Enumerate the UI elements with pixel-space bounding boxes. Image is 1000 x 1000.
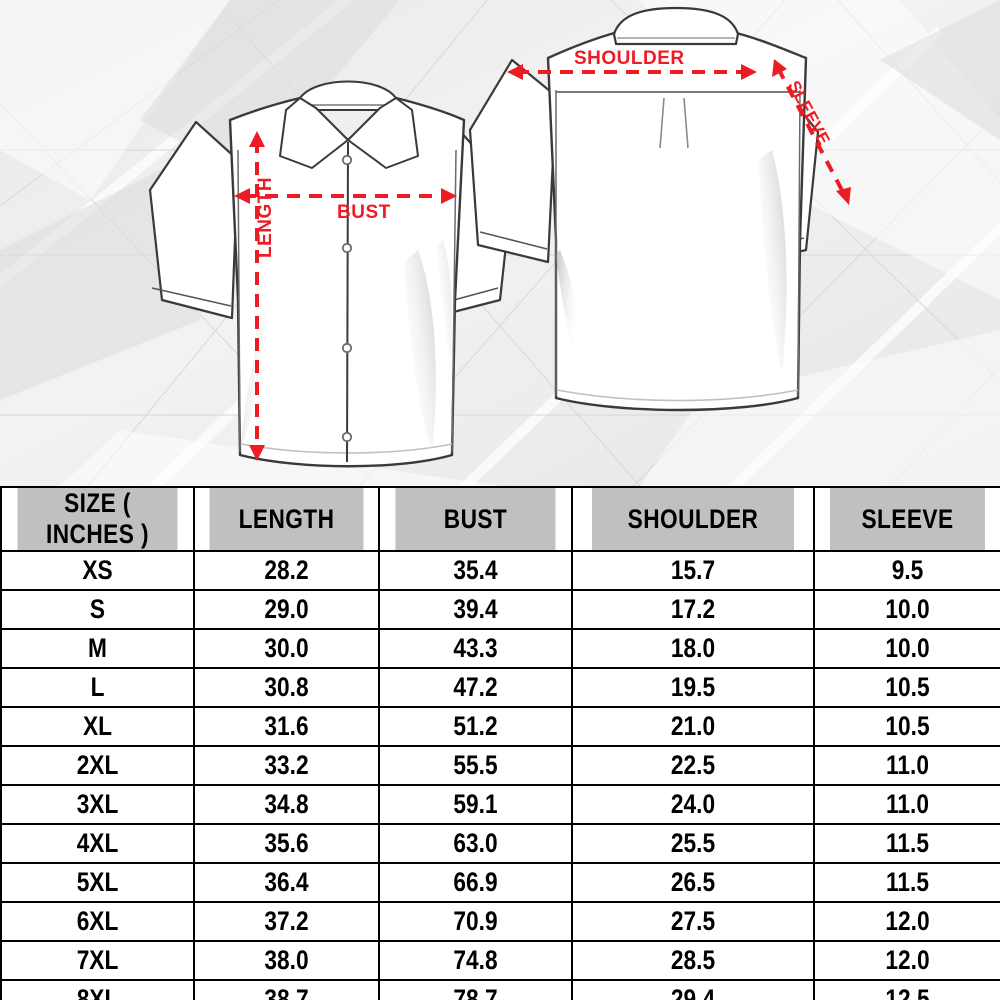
column-header-bust: BUST — [393, 486, 558, 552]
length-label: LENGTH — [255, 176, 276, 258]
table-row: M 30.0 43.3 18.0 10.0 — [1, 628, 1000, 669]
cell-length: 28.2 — [207, 550, 366, 591]
cell-length: 30.0 — [207, 628, 366, 669]
cell-size: L — [15, 667, 180, 708]
cell-shoulder: 28.5 — [590, 940, 796, 981]
shirt-line-art — [148, 6, 851, 468]
table-row: L 30.8 47.2 19.5 10.5 — [1, 667, 1000, 708]
column-header-shoulder: SHOULDER — [590, 486, 796, 552]
cell-bust: 66.9 — [393, 862, 558, 903]
table-row: XL 31.6 51.2 21.0 10.5 — [1, 706, 1000, 747]
bust-label: BUST — [337, 202, 391, 223]
cell-length: 30.8 — [207, 667, 366, 708]
cell-length: 38.7 — [207, 979, 366, 1000]
shirt-button — [341, 242, 353, 254]
cell-shoulder: 22.5 — [590, 745, 796, 786]
cell-length: 33.2 — [207, 745, 366, 786]
cell-sleeve: 10.5 — [828, 706, 987, 747]
shirt-front-view — [148, 80, 514, 468]
shirt-button — [341, 431, 353, 443]
cell-bust: 55.5 — [393, 745, 558, 786]
table-row: 2XL 33.2 55.5 22.5 11.0 — [1, 745, 1000, 786]
cell-sleeve: 10.5 — [828, 667, 987, 708]
cell-shoulder: 18.0 — [590, 628, 796, 669]
cell-sleeve: 11.0 — [828, 784, 987, 825]
cell-bust: 78.7 — [393, 979, 558, 1000]
cell-sleeve: 11.5 — [828, 823, 987, 864]
sleeve-measure-line — [776, 67, 847, 197]
measure-arrowheads — [234, 59, 851, 461]
cell-sleeve: 12.0 — [828, 940, 987, 981]
cell-bust: 51.2 — [393, 706, 558, 747]
cell-length: 31.6 — [207, 706, 366, 747]
cell-sleeve: 12.0 — [828, 901, 987, 942]
cell-length: 35.6 — [207, 823, 366, 864]
cell-sleeve: 11.0 — [828, 745, 987, 786]
cell-shoulder: 21.0 — [590, 706, 796, 747]
table-row: 3XL 34.8 59.1 24.0 11.0 — [1, 784, 1000, 825]
cell-length: 37.2 — [207, 901, 366, 942]
cell-sleeve: 12.5 — [828, 979, 987, 1000]
table-row: 8XL 38.7 78.7 29.4 12.5 — [1, 979, 1000, 1000]
table-row: 5XL 36.4 66.9 26.5 11.5 — [1, 862, 1000, 903]
cell-bust: 70.9 — [393, 901, 558, 942]
cell-length: 38.0 — [207, 940, 366, 981]
cell-shoulder: 17.2 — [590, 589, 796, 630]
column-header-size: SIZE ( INCHES ) — [15, 486, 180, 552]
cell-length: 29.0 — [207, 589, 366, 630]
cell-size: M — [15, 628, 180, 669]
cell-size: XS — [15, 550, 180, 591]
cell-bust: 43.3 — [393, 628, 558, 669]
table-row: 7XL 38.0 74.8 28.5 12.0 — [1, 940, 1000, 981]
cell-size: 8XL — [15, 979, 180, 1000]
cell-length: 34.8 — [207, 784, 366, 825]
cell-shoulder: 26.5 — [590, 862, 796, 903]
table-row: 4XL 35.6 63.0 25.5 11.5 — [1, 823, 1000, 864]
shirt-button — [341, 154, 353, 166]
shirt-back-view — [468, 6, 820, 412]
cell-length: 36.4 — [207, 862, 366, 903]
cell-bust: 39.4 — [393, 589, 558, 630]
cell-shoulder: 29.4 — [590, 979, 796, 1000]
cell-shoulder: 27.5 — [590, 901, 796, 942]
shoulder-label: SHOULDER — [574, 48, 685, 69]
shirt-button — [341, 342, 353, 354]
cell-bust: 47.2 — [393, 667, 558, 708]
cell-sleeve: 10.0 — [828, 589, 987, 630]
cell-sleeve: 10.0 — [828, 628, 987, 669]
cell-size: 2XL — [15, 745, 180, 786]
table-row: XS 28.2 35.4 15.7 9.5 — [1, 550, 1000, 591]
table-header-row: SIZE ( INCHES ) LENGTH BUST SHOULDER SLE… — [1, 486, 1000, 552]
cell-bust: 63.0 — [393, 823, 558, 864]
cell-shoulder: 24.0 — [590, 784, 796, 825]
cell-shoulder: 15.7 — [590, 550, 796, 591]
cell-sleeve: 9.5 — [828, 550, 987, 591]
column-header-sleeve: SLEEVE — [828, 486, 987, 552]
cell-bust: 74.8 — [393, 940, 558, 981]
cell-shoulder: 19.5 — [590, 667, 796, 708]
cell-size: XL — [15, 706, 180, 747]
size-chart-table: SIZE ( INCHES ) LENGTH BUST SHOULDER SLE… — [0, 486, 1000, 1000]
garment-illustration: BUST LENGTH SHOULDER SLEEVE — [0, 0, 1000, 486]
column-header-length: LENGTH — [207, 486, 366, 552]
cell-bust: 35.4 — [393, 550, 558, 591]
cell-size: 3XL — [15, 784, 180, 825]
cell-sleeve: 11.5 — [828, 862, 987, 903]
table-row: 6XL 37.2 70.9 27.5 12.0 — [1, 901, 1000, 942]
table-row: S 29.0 39.4 17.2 10.0 — [1, 589, 1000, 630]
cell-bust: 59.1 — [393, 784, 558, 825]
cell-size: S — [15, 589, 180, 630]
cell-size: 7XL — [15, 940, 180, 981]
cell-size: 5XL — [15, 862, 180, 903]
cell-size: 4XL — [15, 823, 180, 864]
cell-size: 6XL — [15, 901, 180, 942]
cell-shoulder: 25.5 — [590, 823, 796, 864]
